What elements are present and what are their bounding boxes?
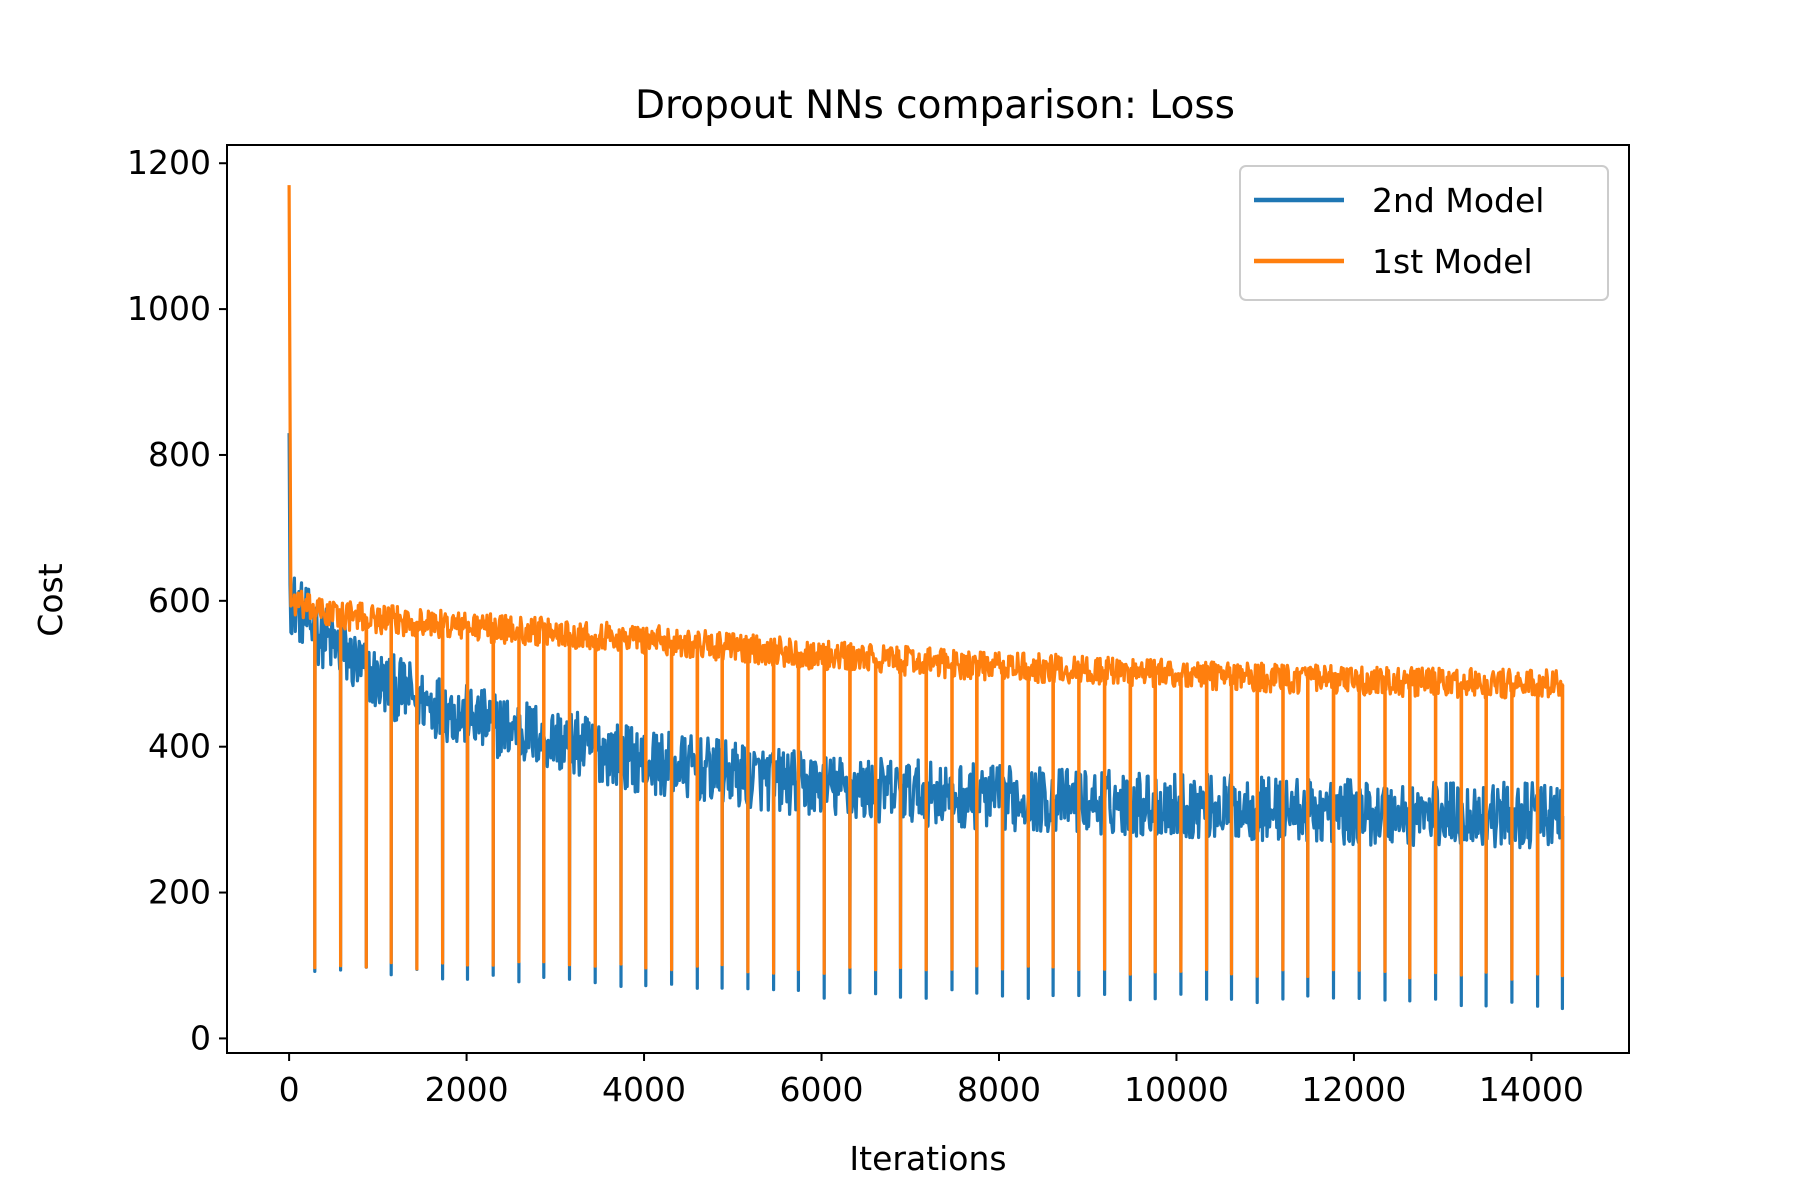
chart-title: Dropout NNs comparison: Loss [635, 83, 1235, 128]
y-tick-label: 400 [148, 727, 211, 766]
y-tick-label: 1200 [127, 143, 211, 182]
y-tick-label: 0 [190, 1018, 211, 1057]
y-tick-label: 1000 [127, 289, 211, 328]
x-tick-label: 10000 [1124, 1070, 1229, 1109]
x-tick-label: 12000 [1301, 1070, 1406, 1109]
x-tick-label: 2000 [425, 1070, 509, 1109]
y-axis-label: Cost [31, 563, 70, 636]
plot-area-frame [226, 144, 1630, 1054]
y-tick-label: 200 [148, 873, 211, 912]
y-tick-label: 800 [148, 435, 211, 474]
legend-label-1st-model: 1st Model [1372, 242, 1533, 281]
series-line-1st-model [287, 185, 1565, 981]
x-tick-label: 14000 [1479, 1070, 1584, 1109]
x-tick-label: 6000 [780, 1070, 864, 1109]
legend: 2nd Model 1st Model [1239, 165, 1609, 301]
x-axis-label: Iterations [849, 1139, 1006, 1178]
x-tick-label: 4000 [602, 1070, 686, 1109]
legend-label-2nd-model: 2nd Model [1372, 181, 1544, 220]
x-tick-label: 0 [279, 1070, 300, 1109]
x-axis: 0 2000 4000 6000 8000 10000 12000 14000 [279, 1053, 1584, 1109]
y-tick-label: 600 [148, 581, 211, 620]
x-tick-label: 8000 [957, 1070, 1041, 1109]
series-layer [287, 185, 1565, 1011]
y-axis: 0 200 400 600 800 1000 1200 [127, 143, 227, 1057]
